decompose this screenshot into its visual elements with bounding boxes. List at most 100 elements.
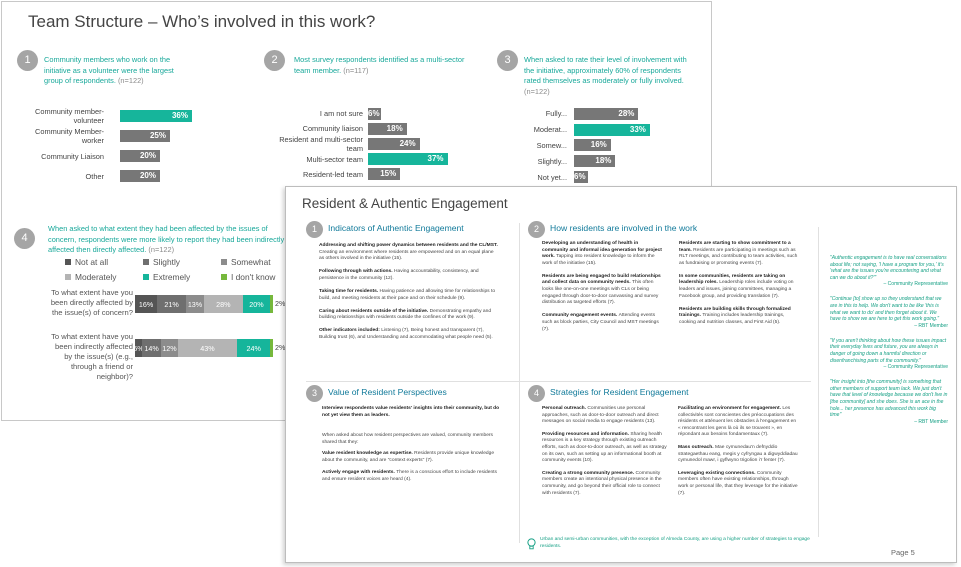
perspective-item-heading: Value resident knowledge as expertise. [322, 451, 415, 456]
role-bar: 20% [120, 170, 160, 182]
indicator-item: Caring about residents outside of the in… [319, 309, 499, 322]
chart-team-membership: I am not sure 6% Community liaison 18% Resid… [264, 106, 504, 184]
role-row: Other 20% [12, 166, 262, 186]
finding-1-statement: Community members who work on the initia… [44, 55, 174, 86]
quote-block: "Authentic engagement is to have real co… [830, 255, 948, 287]
strategy-item-body: Mae cymunedau'n defnyddio strategaethau … [678, 444, 798, 464]
involvement-label: Somew... [536, 140, 567, 150]
legend-label: I don't know [231, 271, 276, 282]
section-number-4: 4 [528, 385, 545, 402]
affected-segment: 16% [135, 295, 158, 313]
finding-1-n: (n=122) [117, 76, 144, 86]
finding-2-text: Most survey respondents identified as a … [294, 55, 474, 76]
involvement-bar: 18% [574, 155, 616, 168]
involvement-item-body: Leadership roles include voting on leade… [679, 280, 794, 299]
quote-text: "Her insight into [the community] is som… [830, 379, 948, 419]
indicator-item-body: Having patience and allowing time for re… [319, 288, 496, 301]
indicator-item-heading: Caring about residents outside of the in… [319, 308, 430, 314]
involvement-row: Fully... 28% [507, 106, 707, 122]
page-number: Page 5 [891, 548, 915, 557]
column-divider [519, 223, 520, 543]
team-label: Resident-led team [303, 169, 363, 179]
section-1-list: Addressing and shifting power dynamics b… [319, 243, 499, 348]
indicator-item: Other indicators included: Listening (7)… [319, 328, 499, 341]
affected-segment: 13% [186, 295, 204, 313]
legend-label: Extremely [153, 271, 191, 282]
team-row: Community liaison 18% [264, 121, 504, 136]
legend-item: I don't know [221, 271, 299, 282]
finding-number-3: 3 [497, 50, 518, 71]
role-bar: 25% [120, 130, 170, 142]
quote-block: "Continue [to] show up so they understan… [830, 296, 948, 328]
involvement-bar: 33% [574, 123, 650, 136]
role-row: Community Liaison 20% [12, 146, 262, 166]
team-bar: 37% [368, 153, 448, 166]
strategy-item-heading: Leveraging existing connections. [678, 470, 757, 476]
legend-item: Slightly [143, 256, 221, 267]
affected-row-label: To what extent have you been indirectly … [51, 332, 133, 381]
quote-text: "Continue [to] show up so they understan… [830, 296, 942, 323]
team-row: Multi-sector team 37% [264, 152, 504, 167]
section-4-left-list: Personal outreach. Communities use perso… [542, 406, 667, 503]
affected-dontknow-label: 2% [275, 343, 286, 352]
section-2-right-list: Residents are starting to show commitmen… [679, 241, 799, 333]
involvement-label: Fully... [545, 109, 567, 119]
role-row: Community Member- worker 25% [12, 126, 262, 146]
affected-segment: 14% [141, 339, 162, 357]
team-label: Resident and multi-sector team [279, 134, 363, 153]
affected-segment: 20% [242, 295, 271, 313]
involvement-row: Not yet... 6% [507, 169, 707, 185]
role-label: Community member-volunteer [35, 107, 104, 125]
section-3-list: Value resident knowledge as expertise. R… [322, 451, 504, 489]
involvement-item-heading: Residents are starting to show commitmen… [679, 241, 791, 253]
perspective-item-body: There is a conscious effort to include r… [322, 470, 497, 482]
involvement-label: Slightly... [537, 156, 567, 166]
affected-segment: 43% [177, 339, 238, 357]
strategy-item-body: Sharing health resources is a key strate… [542, 431, 667, 464]
affected-segment: 12% [161, 339, 178, 357]
team-row: Resident and multi-sector team 24% [264, 134, 504, 153]
finding-number-2: 2 [264, 50, 285, 71]
legend-swatch [221, 258, 227, 265]
legend-label: Not at all [75, 256, 109, 267]
finding-3-text: When asked to rate their level of involv… [524, 55, 694, 97]
involvement-row: Slightly... 18% [507, 153, 707, 169]
section-3-intro: Interview respondents value residents' i… [322, 406, 500, 418]
legend-swatch [65, 258, 71, 265]
finding-3-n: (n=122) [524, 86, 550, 96]
indicator-item-heading: Following through with actions. [319, 269, 394, 275]
finding-number-1: 1 [17, 50, 38, 71]
section-3-title: Value of Resident Perspectives [328, 387, 447, 397]
indicator-item-heading: Taking time for residents. [319, 288, 380, 294]
legend-label: Slightly [153, 256, 180, 267]
section-3-lead: When asked about how resident perspectiv… [322, 433, 493, 445]
involvement-item-heading: Community engagement events. [542, 313, 619, 319]
finding-3-statement: When asked to rate their level of involv… [524, 55, 687, 86]
strategy-item-heading: Creating a strong community presence. [542, 470, 636, 476]
role-label: Other [85, 171, 104, 181]
involvement-item-heading: Residents are being engaged to build rel… [542, 273, 661, 286]
team-label: Community liaison [302, 124, 363, 134]
team-label: I am not sure [319, 109, 363, 119]
section-number-3: 3 [306, 385, 323, 402]
strategy-item: Mass outreach. Mae cymunedau'n defnyddio… [678, 445, 800, 465]
section-2-title: How residents are involved in the work [550, 223, 698, 233]
finding-2-n: (n=117) [343, 65, 369, 75]
strategy-item-heading: Personal outreach. [542, 406, 588, 411]
perspective-item: Value resident knowledge as expertise. R… [322, 451, 504, 464]
strategy-item-body: Communities use personal approaches, suc… [542, 406, 659, 425]
involvement-label: Not yet... [537, 172, 567, 182]
section-number-2: 2 [528, 221, 545, 238]
indicator-item-heading: Other indicators included: [319, 328, 382, 334]
quote-text: "If you aren't thinking about how these … [830, 337, 947, 364]
finding-number-4: 4 [14, 228, 35, 249]
perspective-item-body: Residents provide unique knowledge about… [322, 451, 495, 463]
quote-attribution: – RBT Member [914, 418, 948, 425]
chart-respondent-role: Community member-volunteer 36% Community M… [12, 106, 262, 196]
legend-item: Not at all [65, 256, 143, 267]
involvement-item-heading: Developing an understanding of health in… [542, 241, 662, 260]
chart-4-legend: Not at all Slightly Somewhat Moderately Extr… [65, 256, 295, 282]
finding-4-n: (n=122) [148, 245, 175, 255]
section-number-1: 1 [306, 221, 323, 238]
strategy-item: Creating a strong community presence. Co… [542, 471, 667, 497]
